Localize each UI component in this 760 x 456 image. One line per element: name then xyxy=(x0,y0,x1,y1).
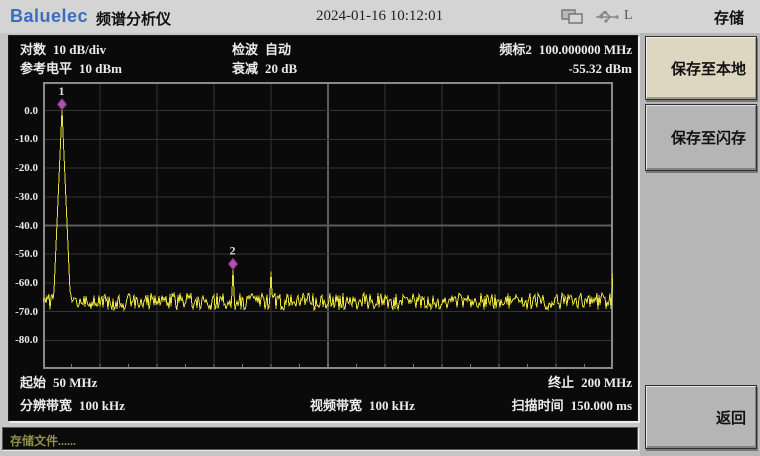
spectrum-graticule: 12 xyxy=(43,82,613,369)
reference-level-setting: 参考电平 10 dBm xyxy=(20,61,122,77)
detector-label: 检波 xyxy=(232,42,259,57)
start-frequency-label: 起始 xyxy=(20,375,47,390)
status-icons xyxy=(560,7,640,27)
sweep-time-label: 扫描时间 xyxy=(511,398,564,413)
marker-readout-amp: -55.32 dBm xyxy=(568,61,632,77)
return-button[interactable]: 返回 xyxy=(645,385,757,449)
y-tick-label: -70.0 xyxy=(15,305,38,318)
marker-freq-value: 100.000000 MHz xyxy=(538,42,632,57)
y-tick-label: -20.0 xyxy=(15,162,38,175)
start-frequency-value: 50 MHz xyxy=(53,375,98,390)
stop-frequency: 终止 200 MHz xyxy=(548,375,632,391)
y-tick-label: -60.0 xyxy=(15,276,38,289)
scale-label: 对数 xyxy=(20,42,47,57)
start-frequency: 起始 50 MHz xyxy=(20,375,97,391)
scale-setting: 对数 10 dB/div xyxy=(20,42,106,58)
reference-level-label: 参考电平 xyxy=(20,61,73,76)
attenuation-value: 20 dB xyxy=(265,61,298,76)
y-tick-label: 0.0 xyxy=(24,104,38,117)
return-label: 返回 xyxy=(715,410,746,427)
marker-1-diamond xyxy=(56,98,68,111)
usb-icon xyxy=(596,10,619,23)
measurement-panel xyxy=(8,35,638,421)
attenuation-label: 衰减 xyxy=(232,61,259,76)
remote-display-icon xyxy=(561,9,583,24)
stop-frequency-label: 终止 xyxy=(548,375,575,390)
y-tick-label: -30.0 xyxy=(15,190,38,203)
vbw-value: 100 kHz xyxy=(369,398,415,413)
save-to-flash-label: 保存至闪存 xyxy=(670,131,746,147)
header-bar: Baluelec 频谱分析仪 2024-01-16 10:12:01 L 存储 xyxy=(0,0,760,33)
brand-logo: Baluelec xyxy=(10,6,89,26)
app-title: 频谱分析仪 xyxy=(96,12,172,28)
y-tick-label: -40.0 xyxy=(15,219,38,232)
rbw-label: 分辨带宽 xyxy=(20,398,73,413)
sweep-time-value: 150.000 ms xyxy=(570,398,632,413)
datetime-display: 2024-01-16 10:12:01 xyxy=(316,8,444,24)
marker-1-number: 1 xyxy=(59,84,65,98)
y-tick-label: -50.0 xyxy=(15,248,38,261)
status-message: 存储文件...... xyxy=(10,434,77,448)
menu-title: 存储 xyxy=(713,11,744,27)
vbw-label: 视频带宽 xyxy=(310,398,363,413)
vbw-setting: 视频带宽 100 kHz xyxy=(310,398,415,414)
marker-readout-freq: 频标2 100.000000 MHz xyxy=(499,42,632,58)
sweep-time-setting: 扫描时间 150.000 ms xyxy=(512,398,632,414)
spectrum-trace xyxy=(43,109,613,312)
detector-setting: 检波 自动 xyxy=(232,42,291,58)
status-bar: 存储文件...... xyxy=(2,427,638,450)
reference-level-value: 10 dBm xyxy=(79,61,122,76)
scale-value: 10 dB/div xyxy=(53,42,107,57)
marker-label: 频标2 xyxy=(499,42,532,57)
save-to-local-button[interactable]: 保存至本地 xyxy=(645,36,757,100)
detector-value: 自动 xyxy=(265,42,292,57)
attenuation-setting: 衰减 20 dB xyxy=(232,61,297,77)
rbw-value: 100 kHz xyxy=(79,398,125,413)
save-to-flash-button[interactable]: 保存至闪存 xyxy=(645,104,757,171)
rbw-setting: 分辨带宽 100 kHz xyxy=(20,398,125,414)
marker-2-number: 2 xyxy=(230,243,236,257)
marker-amp-value: -55.32 dBm xyxy=(568,61,632,76)
save-to-local-label: 保存至本地 xyxy=(670,61,746,78)
y-tick-label: -80.0 xyxy=(15,334,38,347)
y-tick-label: -10.0 xyxy=(15,133,38,146)
stop-frequency-value: 200 MHz xyxy=(581,375,632,390)
local-mode-indicator: L xyxy=(624,8,633,23)
marker-2-diamond xyxy=(227,257,239,271)
